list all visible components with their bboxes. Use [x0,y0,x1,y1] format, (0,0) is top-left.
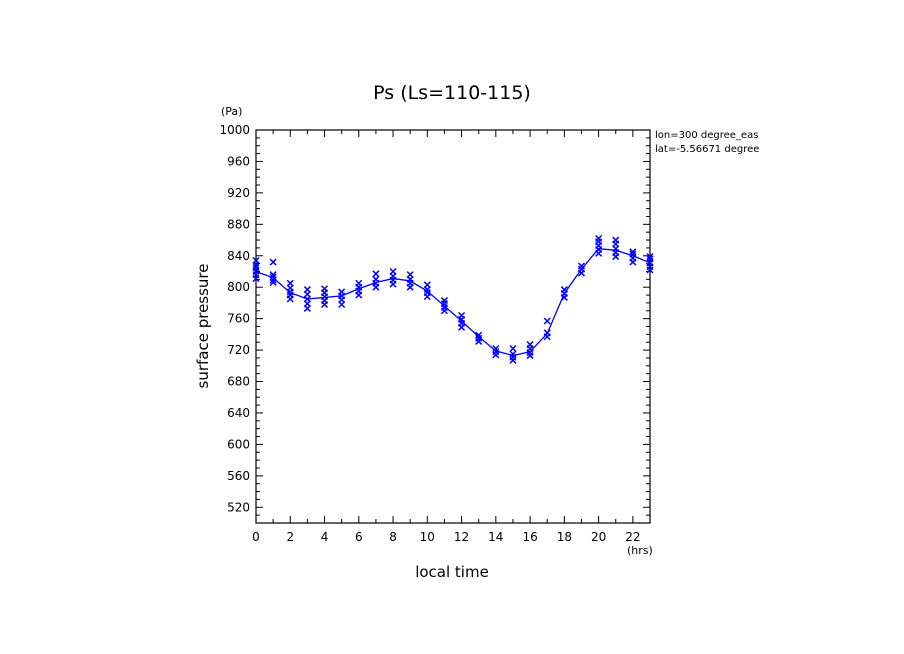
x-tick-label: 18 [557,530,572,544]
data-point [320,285,329,293]
x-tick-label: 14 [488,530,503,544]
chart-title: Ps (Ls=110-115) [373,82,531,104]
data-point [355,279,363,287]
data-point [252,264,260,272]
y-axis: 520 560 600 640 680 720 760 800 840 880 920 960 1000 [219,123,650,524]
data-point [560,286,568,294]
data-point [629,248,637,256]
x-tick-label: 12 [454,530,469,544]
y-unit-label: (Pa) [221,105,242,118]
x-tick-label: 2 [286,530,294,544]
y-tick-label: 680 [227,375,250,389]
y-tick-label: 880 [227,217,250,231]
y-tick-label: 920 [227,186,250,200]
y-tick-label: 560 [227,469,250,483]
x-unit-label: (hrs) [627,544,653,557]
data-point [406,271,414,279]
data-point [646,255,654,263]
data-point [269,273,277,281]
mean-line [255,248,651,357]
y-tick-label: 760 [227,312,250,326]
x-axis-label: local time [415,563,489,581]
x-tick-label: 16 [522,530,537,544]
y-axis-label: surface pressure [194,264,212,389]
annotation-lat: lat=-5.56671 degree [655,144,759,155]
pressure-series [252,234,654,364]
data-point [440,297,448,305]
data-point [252,256,260,265]
data-point [509,350,517,358]
y-tick-label: 800 [227,280,250,294]
data-point [543,317,551,325]
data-point [612,236,620,244]
data-point [389,267,397,276]
data-point [543,329,551,337]
y-tick-label: 640 [227,406,250,420]
y-tick-label: 720 [227,343,250,357]
data-point [526,341,534,349]
data-point [423,281,431,289]
plot-frame [255,129,651,524]
y-tick-label: 600 [227,437,250,451]
x-tick-label: 20 [591,530,606,544]
x-tick-label: 4 [321,530,329,544]
x-tick-label: 10 [420,530,435,544]
data-point [269,271,277,279]
annotation-lon: lon=300 degree_eas [655,130,758,141]
y-tick-label: 520 [227,500,250,514]
data-point [475,331,483,339]
data-point [269,278,277,287]
data-point [509,344,517,353]
data-point [338,288,346,296]
data-point [303,286,311,294]
x-tick-label: 0 [252,530,260,544]
y-tick-label: 1000 [219,123,250,137]
data-point [286,279,294,287]
x-tick-label: 8 [389,530,397,544]
x-tick-label: 22 [625,530,640,544]
data-point [372,275,380,283]
data-point [577,262,586,270]
data-point [646,253,654,261]
data-point [458,311,466,320]
x-axis: 0 2 4 6 8 10 12 14 16 18 20 22 [252,130,651,544]
data-point [269,258,277,266]
x-tick-label: 6 [355,530,363,544]
y-tick-label: 840 [227,249,250,263]
data-point [372,270,380,278]
data-point [629,250,637,258]
y-tick-label: 960 [227,154,250,168]
data-point [492,344,500,353]
data-point [595,234,603,242]
